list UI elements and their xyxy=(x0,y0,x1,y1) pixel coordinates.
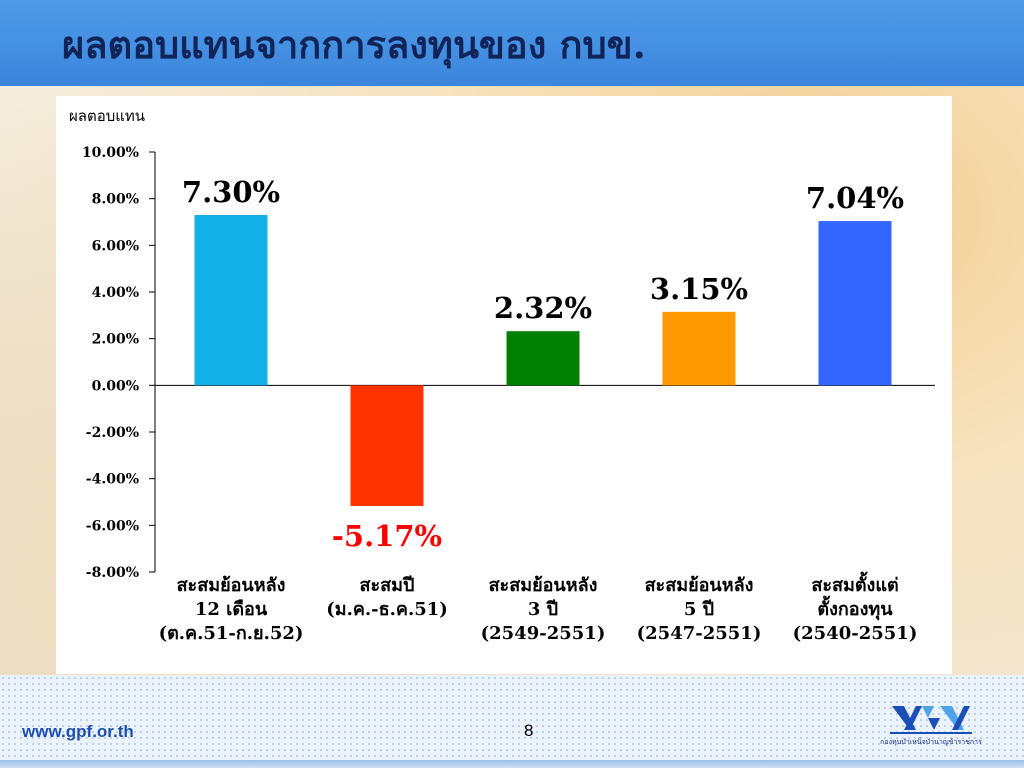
y-tick-label: -2.00% xyxy=(86,425,139,441)
y-tick-label: 2.00% xyxy=(92,332,139,348)
title-bar: ผลตอบแทนจากการลงทุนของ กบข. xyxy=(0,0,1024,86)
footer xyxy=(0,675,1024,768)
data-label: 7.30% xyxy=(182,175,280,209)
data-label: 7.04% xyxy=(806,181,904,215)
y-tick-label: 4.00% xyxy=(92,285,139,301)
y-tick-label: 10.00% xyxy=(82,145,139,161)
x-tick-label: (2549-2551) xyxy=(481,623,606,644)
data-label: -5.17% xyxy=(332,519,442,553)
bar xyxy=(350,385,424,506)
bar-chart: ผลตอบแทน 10.00% 8.00% 6.00% 4.00% 2.00% 0.00% -… xyxy=(69,107,935,644)
x-tick-label: สะสมย้อนหลัง xyxy=(645,575,754,596)
bar xyxy=(506,331,580,386)
x-tick-label: (2547-2551) xyxy=(637,623,762,644)
y-tick-label: -6.00% xyxy=(86,518,139,534)
x-tick-label: สะสมย้อนหลัง xyxy=(177,575,286,596)
website-link[interactable]: www.gpf.or.th xyxy=(22,722,134,741)
x-tick-label: (2540-2551) xyxy=(793,623,918,644)
footer-divider xyxy=(0,760,1024,768)
bar xyxy=(194,215,268,386)
y-tick-label: 8.00% xyxy=(92,192,139,208)
x-tick-label: สะสมตั้งแต่ xyxy=(811,571,898,596)
x-tick-label: (ต.ค.51-ก.ย.52) xyxy=(159,623,304,644)
y-tick-label: 6.00% xyxy=(92,238,139,254)
data-label: 3.15% xyxy=(650,272,748,306)
x-tick-label: สะสมย้อนหลัง xyxy=(489,575,598,596)
y-tick-label: 0.00% xyxy=(92,378,139,394)
x-tick-label: 12 เดือน xyxy=(195,599,268,620)
y-tick-label: -8.00% xyxy=(86,565,139,581)
logo-caption: กองทุนบำเหน็จบำนาญข้าราชการ xyxy=(880,737,982,746)
x-tick-label: ตั้งกองทุน xyxy=(817,595,893,621)
page-number: 8 xyxy=(524,721,534,740)
x-tick-label: 5 ปี xyxy=(684,599,714,620)
x-tick-label: (ม.ค.-ธ.ค.51) xyxy=(326,599,448,620)
page-title: ผลตอบแทนจากการลงทุนของ กบข. xyxy=(62,22,646,67)
data-label: 2.32% xyxy=(494,291,592,325)
gpf-logo-icon: กองทุนบำเหน็จบำนาญข้าราชการ xyxy=(880,706,982,746)
y-tick-label: -4.00% xyxy=(86,472,139,488)
x-tick-label: 3 ปี xyxy=(528,599,558,620)
bar xyxy=(818,221,892,386)
x-tick-label: สะสมปี xyxy=(360,575,415,596)
bar xyxy=(662,311,736,386)
y-axis-label: ผลตอบแทน xyxy=(69,107,145,125)
